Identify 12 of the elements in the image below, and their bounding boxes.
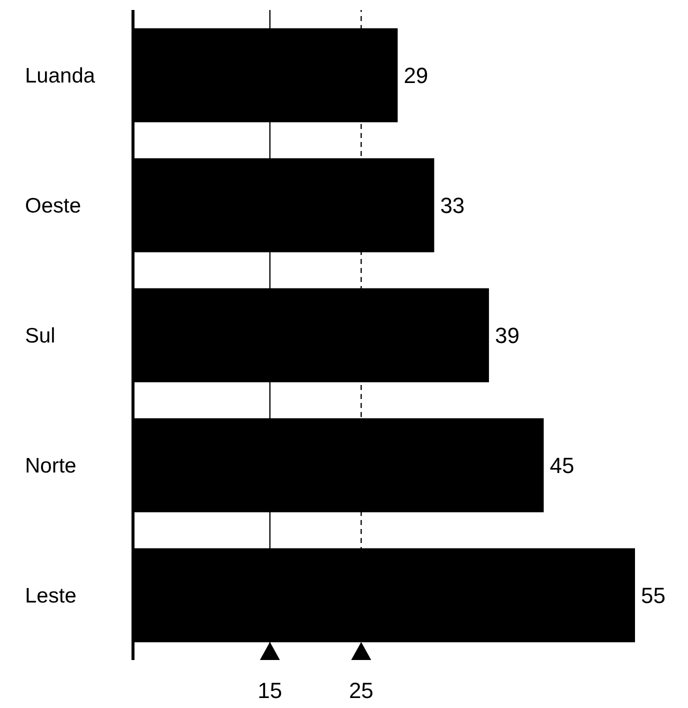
y-tick-label: Luanda bbox=[25, 64, 96, 88]
ref-line-label: 15 bbox=[258, 678, 282, 703]
y-tick-label: Sul bbox=[25, 324, 56, 348]
y-tick-label: Norte bbox=[25, 454, 76, 478]
data-label: 29 bbox=[404, 63, 428, 88]
data-label: 33 bbox=[440, 193, 465, 218]
y-tick-label: Leste bbox=[25, 584, 76, 608]
ref-line-label: 25 bbox=[348, 678, 374, 703]
data-label: 45 bbox=[550, 453, 574, 478]
data-label: 39 bbox=[494, 323, 520, 348]
y-tick-label: Oeste bbox=[25, 194, 82, 218]
data-label: 55 bbox=[641, 583, 666, 608]
